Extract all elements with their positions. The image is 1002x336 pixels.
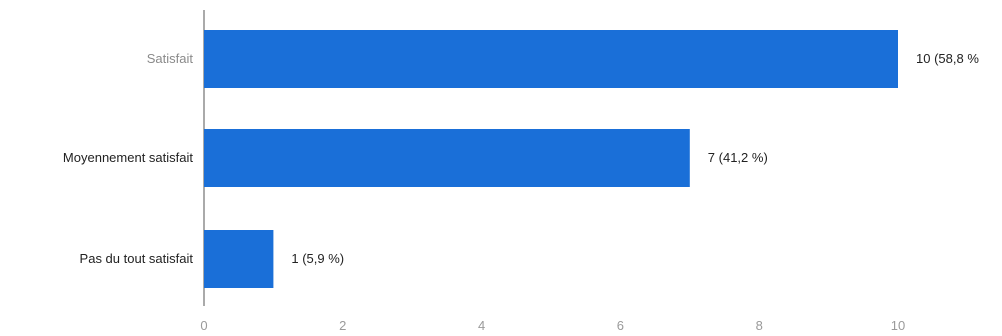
x-tick-label-2: 4 [478, 318, 485, 333]
value-label-1: 7 (41,2 %) [708, 150, 768, 165]
x-tick-label-4: 8 [756, 318, 763, 333]
x-tick-label-3: 6 [617, 318, 624, 333]
x-tick-label-1: 2 [339, 318, 346, 333]
x-tick-label-0: 0 [200, 318, 207, 333]
category-label-0: Satisfait [147, 51, 194, 66]
bar-2 [204, 230, 274, 288]
category-label-2: Pas du tout satisfait [80, 251, 194, 266]
category-label-1: Moyennement satisfait [63, 150, 193, 165]
bar-1 [204, 129, 690, 187]
bar-0 [204, 30, 898, 88]
value-label-2: 1 (5,9 %) [291, 251, 344, 266]
x-tick-label-5: 10 [891, 318, 905, 333]
value-label-0: 10 (58,8 % [916, 51, 979, 66]
